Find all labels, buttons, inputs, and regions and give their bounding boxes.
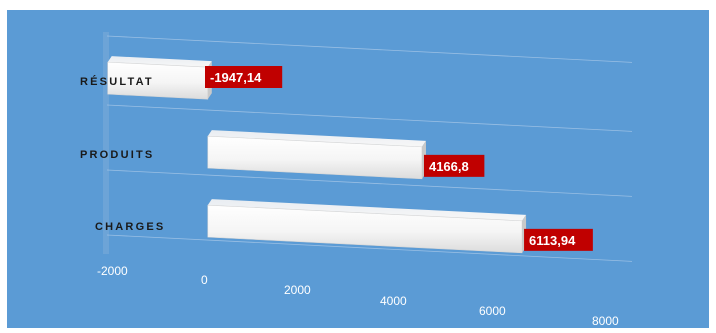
gridline-0	[106, 35, 633, 63]
data-label-text: 6113,94	[529, 233, 576, 248]
x-tick-label: 0	[201, 273, 208, 287]
bar-produits	[207, 130, 426, 180]
gridline-3	[106, 234, 633, 262]
category-labels: RÉSULTAT PRODUITS CHARGES	[80, 75, 165, 233]
chart-area: RÉSULTAT PRODUITS CHARGES -2000 0 2000 4000 60…	[7, 10, 709, 328]
bar-chart: RÉSULTAT PRODUITS CHARGES -2000 0 2000 4000 60…	[80, 32, 633, 328]
bar-top-face	[107, 56, 212, 68]
bar-charges	[207, 199, 527, 254]
x-tick-label: -2000	[97, 264, 128, 278]
x-tick-label: 6000	[479, 304, 506, 318]
data-label: 4166,8	[423, 154, 485, 177]
bars-layer	[107, 56, 527, 254]
category-label: PRODUITS	[80, 149, 154, 161]
gridline-1	[106, 104, 633, 132]
data-label: -1947,14	[205, 66, 283, 88]
category-label: CHARGES	[95, 221, 165, 233]
x-tick-label: 8000	[592, 314, 619, 328]
data-label-text: 4166,8	[429, 159, 469, 174]
x-tick-labels: -2000 0 2000 4000 6000 8000	[97, 264, 619, 328]
data-label: 6113,94	[524, 228, 593, 251]
gridlines	[106, 35, 633, 262]
x-tick-label: 2000	[284, 283, 311, 297]
x-tick-label: 4000	[380, 294, 407, 308]
category-label: RÉSULTAT	[80, 75, 154, 88]
bar-top-face	[207, 130, 426, 147]
bar-top-face	[207, 199, 527, 221]
gridline-2	[106, 169, 633, 197]
data-labels: -1947,14 4166,8 6113,94	[205, 66, 593, 251]
data-label-bg	[524, 228, 593, 251]
data-label-bg	[423, 154, 485, 177]
back-wall	[103, 32, 109, 254]
data-label-text: -1947,14	[210, 70, 262, 85]
data-label-bg	[205, 66, 283, 88]
